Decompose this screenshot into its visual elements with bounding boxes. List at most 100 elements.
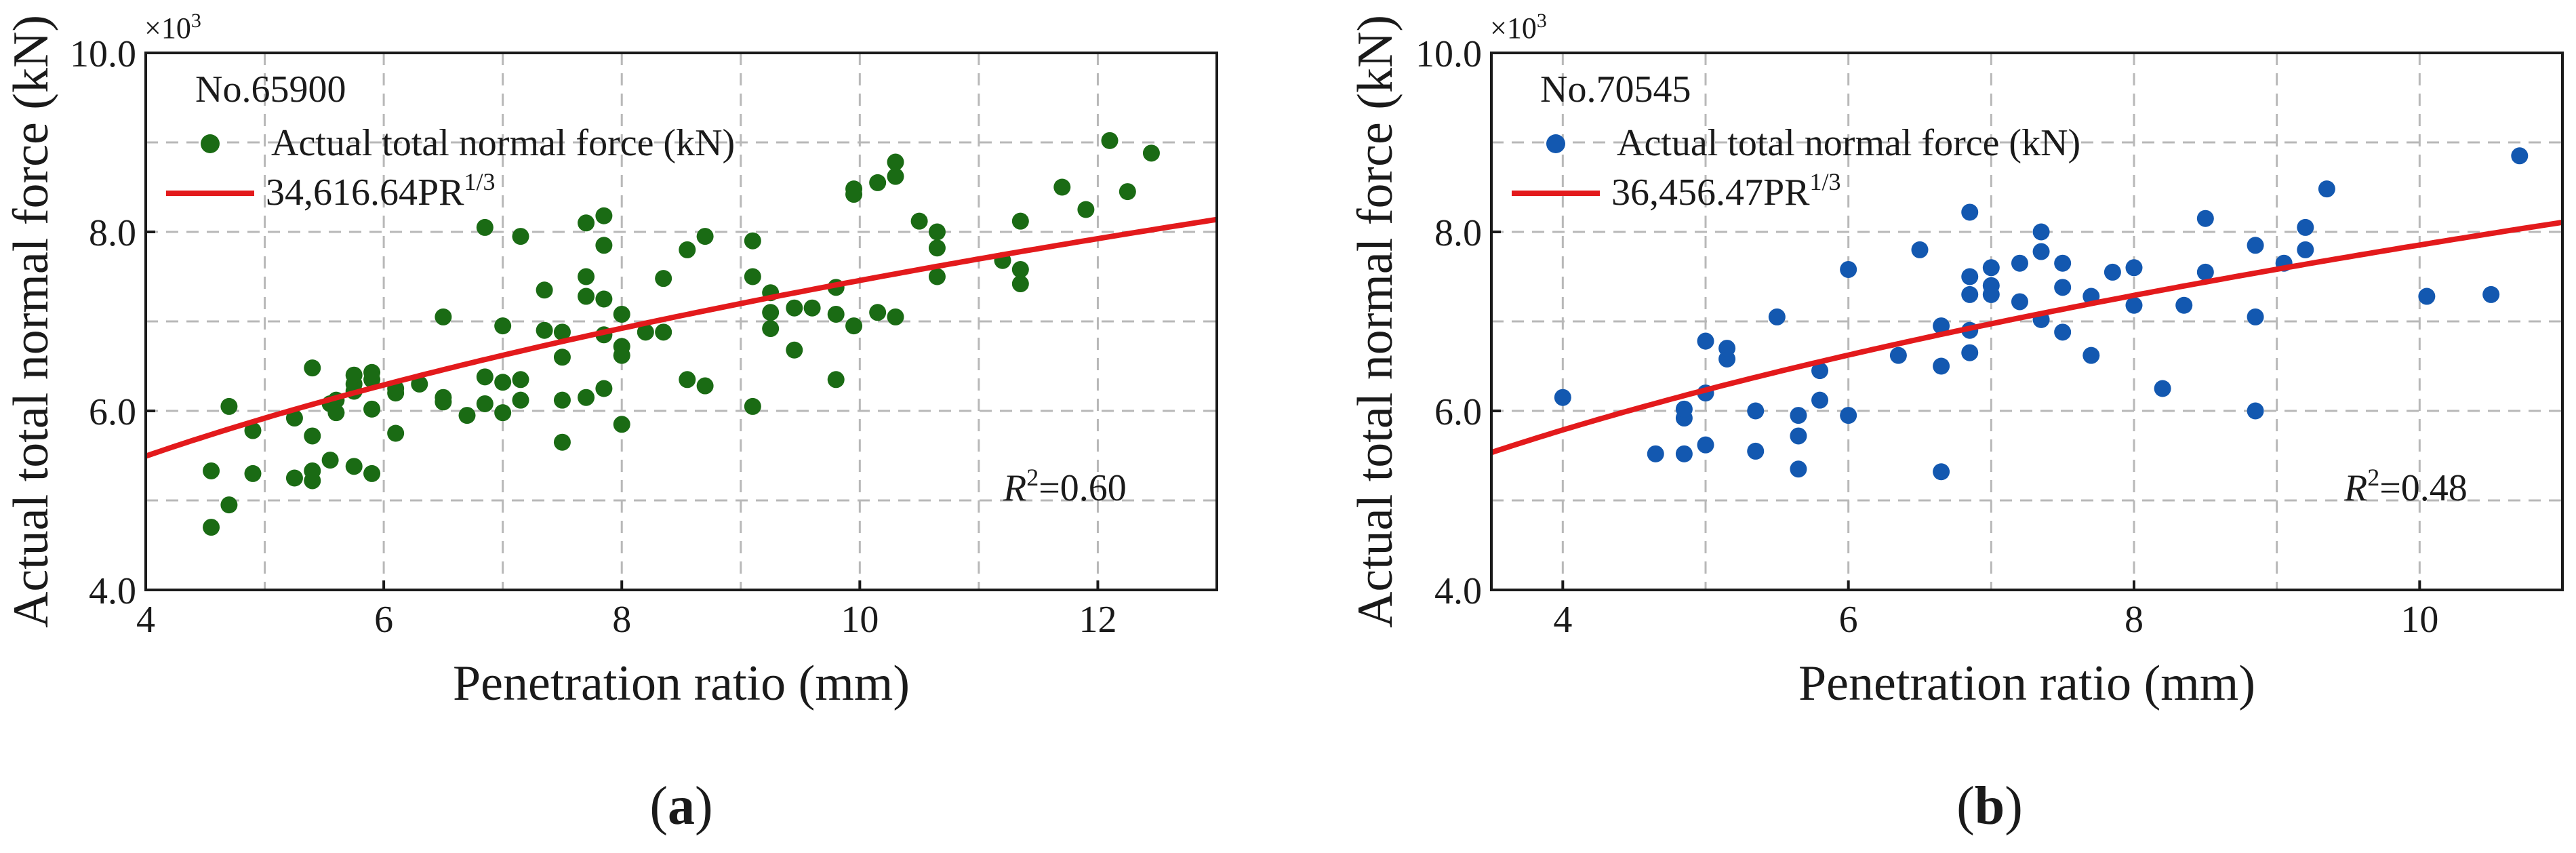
data-point <box>1933 317 1950 335</box>
legend-label-points: Actual total normal force (kN) <box>1617 122 2080 164</box>
data-point <box>595 237 613 254</box>
data-point <box>1053 178 1071 196</box>
data-point <box>928 239 946 257</box>
data-point <box>1933 357 1950 375</box>
tick-labels: 4 6 8 10 12 4.0 6.0 8.0 10.0 <box>70 33 1116 641</box>
data-point <box>1647 445 1664 462</box>
plot-frame <box>1490 52 2564 591</box>
data-point <box>2054 279 2072 296</box>
data-point <box>1697 332 1714 350</box>
data-point <box>363 464 381 482</box>
x-tick-label: 6 <box>374 599 393 641</box>
data-point <box>744 268 761 285</box>
data-point <box>1961 285 1979 303</box>
data-point <box>2175 296 2193 314</box>
data-point <box>887 153 904 171</box>
data-point <box>285 410 303 427</box>
data-point <box>613 338 630 355</box>
data-point <box>1811 362 1829 380</box>
x-tick-label: 8 <box>612 599 631 641</box>
data-point <box>1697 436 1714 454</box>
data-point <box>512 391 529 409</box>
x-tick-label: 8 <box>2125 599 2144 641</box>
data-point <box>1747 402 1765 420</box>
data-point <box>2054 254 2072 272</box>
data-point <box>304 427 321 445</box>
data-point <box>786 341 803 359</box>
data-point <box>2154 380 2171 397</box>
data-point <box>1840 260 1857 278</box>
data-point <box>1982 259 2000 277</box>
y-axis-label: Actual total normal force (kN) <box>3 15 59 628</box>
legend: Actual total normal force (kN) 36,456.47… <box>1512 122 2080 214</box>
data-point <box>363 400 381 418</box>
legend-label-fit: 34,616.64PR1/3 <box>266 168 496 214</box>
data-point <box>2318 180 2335 198</box>
y-tick-label: 6.0 <box>1434 391 1482 433</box>
data-point <box>786 299 803 317</box>
data-point <box>244 422 262 439</box>
data-point <box>845 180 863 198</box>
data-point <box>655 270 672 287</box>
data-point <box>887 167 904 185</box>
data-point <box>679 371 696 389</box>
data-point <box>1768 308 1786 325</box>
data-point <box>220 496 238 514</box>
data-point <box>553 391 571 409</box>
data-point <box>2247 308 2264 325</box>
data-point <box>845 317 863 335</box>
data-point <box>345 366 363 384</box>
data-point <box>203 519 220 536</box>
tick-labels: 4 6 8 10 4.0 6.0 8.0 10.0 <box>1415 33 2438 641</box>
data-point <box>476 395 494 412</box>
data-point <box>1889 346 1907 364</box>
data-point <box>578 268 595 285</box>
x-tick-label: 6 <box>1839 599 1858 641</box>
data-point <box>1790 407 1807 424</box>
data-point <box>476 368 494 386</box>
data-point <box>578 389 595 406</box>
data-point <box>2054 323 2072 341</box>
data-point <box>2011 254 2028 272</box>
data-point <box>553 433 571 451</box>
legend-marker-points <box>1546 134 1565 153</box>
data-point <box>1142 144 1160 162</box>
x-axis-label: Penetration ratio (mm) <box>453 656 910 711</box>
data-point <box>578 214 595 232</box>
r-squared-annotation: R2=0.60 <box>1003 464 1127 509</box>
data-point <box>1840 407 1857 424</box>
data-point <box>928 223 946 241</box>
panel-label: (a) <box>649 776 712 836</box>
data-point <box>411 375 428 393</box>
data-point <box>387 424 405 442</box>
data-point <box>613 305 630 323</box>
y-axis-label: Actual total normal force (kN) <box>1348 15 1403 628</box>
data-point <box>2032 223 2050 241</box>
y-tick-label: 4.0 <box>1434 570 1482 612</box>
data-point <box>494 374 512 391</box>
data-point <box>827 371 845 389</box>
data-point <box>2125 296 2143 314</box>
y-tick-label: 10.0 <box>70 33 136 75</box>
data-point <box>220 397 238 415</box>
plot-frame <box>144 52 1218 591</box>
x-tick-label: 4 <box>1553 599 1572 641</box>
data-point <box>1911 241 1929 258</box>
data-point <box>2511 147 2529 165</box>
x-axis-label: Penetration ratio (mm) <box>1798 656 2255 711</box>
data-point <box>679 241 696 258</box>
data-point <box>476 218 494 236</box>
data-point <box>553 349 571 366</box>
data-points <box>203 132 1160 536</box>
data-point <box>1961 268 1979 285</box>
data-point <box>655 323 672 341</box>
data-point <box>696 228 714 245</box>
data-point <box>494 317 512 335</box>
r-squared-annotation: R2=0.48 <box>2343 464 2468 509</box>
data-point <box>1718 340 1736 357</box>
data-point <box>1011 275 1029 293</box>
data-point <box>803 299 821 317</box>
data-point <box>595 207 613 224</box>
data-point <box>1011 260 1029 278</box>
data-point <box>1554 389 1571 406</box>
